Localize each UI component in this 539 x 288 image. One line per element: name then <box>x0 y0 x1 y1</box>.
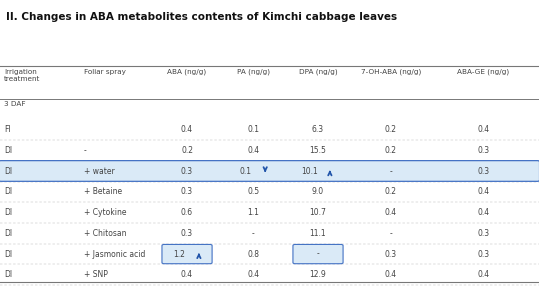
Text: 0.3: 0.3 <box>181 167 193 176</box>
Text: 0.3: 0.3 <box>181 229 193 238</box>
Text: -: - <box>389 229 392 238</box>
Text: 0.2: 0.2 <box>181 146 193 155</box>
Text: DI: DI <box>4 270 12 279</box>
Text: 0.1: 0.1 <box>247 125 259 134</box>
Text: 0.4: 0.4 <box>478 187 489 196</box>
Text: 0.4: 0.4 <box>478 125 489 134</box>
Text: -: - <box>84 146 86 155</box>
FancyBboxPatch shape <box>162 245 212 264</box>
Text: + Cytokine: + Cytokine <box>84 208 126 217</box>
FancyBboxPatch shape <box>293 245 343 264</box>
Text: 6.3: 6.3 <box>312 125 324 134</box>
Text: 15.5: 15.5 <box>309 146 327 155</box>
Text: 0.4: 0.4 <box>385 270 397 279</box>
Text: 0.3: 0.3 <box>385 250 397 259</box>
Text: 7-OH-ABA (ng/g): 7-OH-ABA (ng/g) <box>361 69 421 75</box>
Text: DI: DI <box>4 250 12 259</box>
Text: 0.3: 0.3 <box>181 187 193 196</box>
Text: 0.3: 0.3 <box>478 229 489 238</box>
Text: + water: + water <box>84 167 114 176</box>
Text: + SNP: + SNP <box>84 270 107 279</box>
Text: 3 DAF: 3 DAF <box>4 101 26 107</box>
Text: 9.0: 9.0 <box>312 187 324 196</box>
Text: 0.4: 0.4 <box>181 270 193 279</box>
Text: ABA (ng/g): ABA (ng/g) <box>168 69 206 75</box>
Text: 0.2: 0.2 <box>385 125 397 134</box>
FancyBboxPatch shape <box>0 161 539 181</box>
Text: DPA (ng/g): DPA (ng/g) <box>299 69 337 75</box>
Text: DI: DI <box>4 187 12 196</box>
Text: DI: DI <box>4 229 12 238</box>
Text: 0.8: 0.8 <box>247 250 259 259</box>
Text: -: - <box>389 167 392 176</box>
Text: 10.7: 10.7 <box>309 208 327 217</box>
Text: + Jasmonic acid: + Jasmonic acid <box>84 250 145 259</box>
Text: FI: FI <box>4 125 11 134</box>
Text: ABA-GE (ng/g): ABA-GE (ng/g) <box>458 69 509 75</box>
Text: DI: DI <box>4 146 12 155</box>
Text: 0.4: 0.4 <box>247 146 259 155</box>
Text: -: - <box>316 250 320 259</box>
Text: + Betaine: + Betaine <box>84 187 122 196</box>
Text: 0.1: 0.1 <box>239 167 251 176</box>
Text: 12.9: 12.9 <box>309 270 327 279</box>
Text: 0.3: 0.3 <box>478 146 489 155</box>
Text: 0.4: 0.4 <box>181 125 193 134</box>
Text: 0.5: 0.5 <box>247 187 259 196</box>
Text: -: - <box>252 229 255 238</box>
Text: 0.4: 0.4 <box>385 208 397 217</box>
Text: 0.4: 0.4 <box>478 270 489 279</box>
Text: 0.6: 0.6 <box>181 208 193 217</box>
Text: + Chitosan: + Chitosan <box>84 229 126 238</box>
Text: 0.2: 0.2 <box>385 187 397 196</box>
Text: PA (ng/g): PA (ng/g) <box>237 69 270 75</box>
Text: DI: DI <box>4 208 12 217</box>
Text: 0.4: 0.4 <box>478 208 489 217</box>
Text: 11.1: 11.1 <box>310 229 326 238</box>
Text: II. Changes in ABA metabolites contents of Kimchi cabbage leaves: II. Changes in ABA metabolites contents … <box>6 12 398 22</box>
Text: 1.2: 1.2 <box>173 250 185 259</box>
Text: 0.3: 0.3 <box>478 250 489 259</box>
Text: 1.1: 1.1 <box>247 208 259 217</box>
Text: 10.1: 10.1 <box>301 167 319 176</box>
Text: 0.2: 0.2 <box>385 146 397 155</box>
Text: Irrigation
treatment: Irrigation treatment <box>4 69 40 82</box>
Text: 0.4: 0.4 <box>247 270 259 279</box>
Text: 0.3: 0.3 <box>478 167 489 176</box>
Text: DI: DI <box>4 167 12 176</box>
Text: Foliar spray: Foliar spray <box>84 69 126 75</box>
